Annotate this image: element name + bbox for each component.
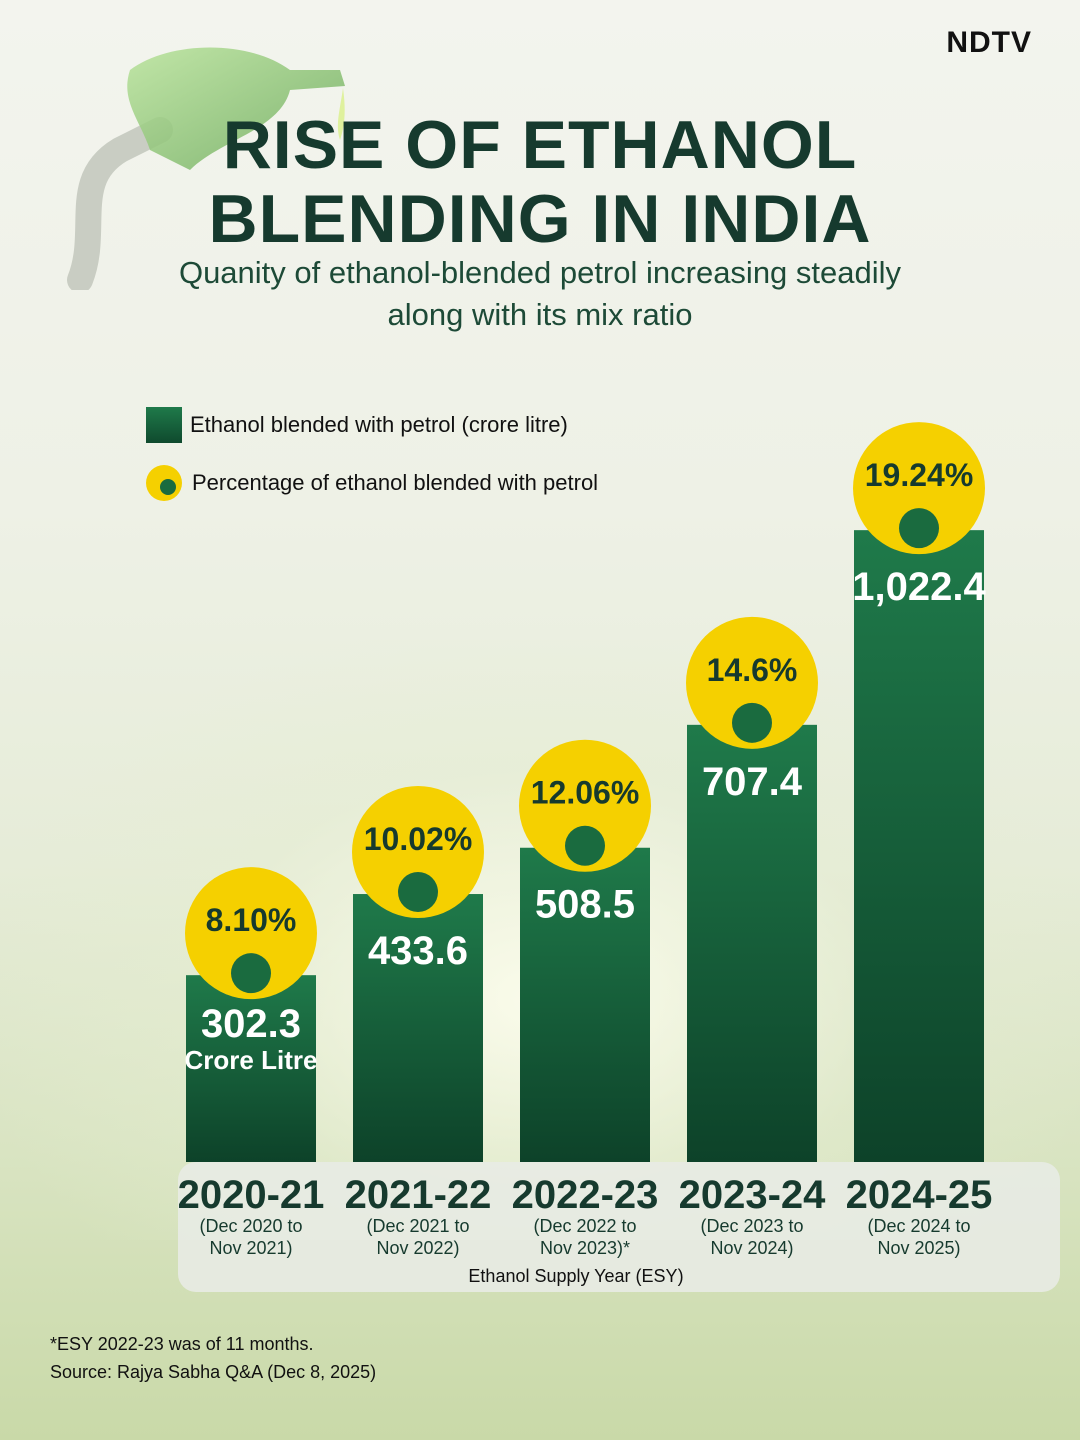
chart-legend: Ethanol blended with petrol (crore litre… [146,404,598,520]
percentage-dot-2020-21 [231,953,271,994]
subtitle-line-1: Quanity of ethanol-blended petrol increa… [178,255,902,290]
year-range-line2-2024-25: Nov 2025) [877,1238,960,1258]
year-range-line1-2020-21: (Dec 2020 to [199,1216,302,1236]
legend-dot-label: Percentage of ethanol blended with petro… [192,470,599,495]
percentage-label-2023-24: 14.6% [707,652,798,688]
page-title: RISE OF ETHANOL BLENDING IN INDIA [0,108,1080,256]
year-range-line2-2021-22: Nov 2022) [376,1238,459,1258]
legend-circle-icon [146,465,182,501]
title-line-1: RISE OF ETHANOL [222,107,858,183]
year-range-line2-2022-23: Nov 2023)* [540,1238,630,1258]
legend-bar-swatch [146,407,182,443]
percentage-dot-2021-22 [398,872,438,913]
percentage-circle-2023-24 [686,616,818,749]
page-subtitle: Quanity of ethanol-blended petrol increa… [100,252,980,336]
footnote-note: *ESY 2022-23 was of 11 months. [50,1334,314,1354]
legend-bar-label: Ethanol blended with petrol (crore litre… [190,412,568,437]
bar-value-label-2021-22: 433.6 [368,929,468,973]
year-label-2022-23: 2022-23 [512,1173,659,1217]
year-range-line1-2022-23: (Dec 2022 to [533,1216,636,1236]
title-line-2: BLENDING IN INDIA [208,181,872,257]
year-label-2020-21: 2020-21 [178,1173,325,1217]
year-label-2024-25: 2024-25 [846,1173,993,1217]
percentage-circle-2022-23 [519,739,651,872]
percentage-circle-2024-25 [853,422,985,555]
bar-value-label-2022-23: 508.5 [535,883,635,927]
year-range-line1-2024-25: (Dec 2024 to [867,1216,970,1236]
percentage-label-2022-23: 12.06% [531,775,640,811]
bar-2023-24 [687,724,817,1162]
percentage-label-2021-22: 10.02% [364,821,473,857]
bar-2021-22 [353,894,483,1162]
x-axis-band [178,1162,1060,1292]
bar-2024-25 [854,530,984,1162]
x-axis-title: Ethanol Supply Year (ESY) [468,1266,683,1286]
percentage-dot-2022-23 [565,825,605,866]
ndtv-logo: NDTV [946,26,1032,59]
bar-value-label-2024-25: 1,022.4 [852,565,986,609]
bar-2020-21 [186,975,316,1162]
bar-value-label-2020-21: 302.3 [201,1002,301,1046]
year-label-2021-22: 2021-22 [345,1173,492,1217]
bar-2022-23 [520,847,650,1162]
year-range-line1-2021-22: (Dec 2021 to [366,1216,469,1236]
percentage-circle-2020-21 [185,867,317,1000]
bar-value-label-2023-24: 707.4 [702,760,803,804]
percentage-label-2020-21: 8.10% [206,902,297,938]
legend-item-percentage: Percentage of ethanol blended with petro… [146,462,598,504]
footnote: *ESY 2022-23 was of 11 months. Source: R… [50,1330,376,1386]
bar-unit-label: Crore Litre [185,1045,318,1075]
percentage-dot-2023-24 [732,702,772,743]
footnote-source: Source: Rajya Sabha Q&A (Dec 8, 2025) [50,1362,377,1382]
year-range-line2-2020-21: Nov 2021) [209,1238,292,1258]
year-range-line1-2023-24: (Dec 2023 to [700,1216,803,1236]
percentage-label-2024-25: 19.24% [865,457,974,493]
percentage-dot-2024-25 [899,508,939,549]
year-range-line2-2023-24: Nov 2024) [710,1238,793,1258]
legend-item-bars: Ethanol blended with petrol (crore litre… [146,404,598,446]
percentage-circle-2021-22 [352,786,484,919]
fuel-nozzle-icon [67,47,346,290]
subtitle-line-2: along with its mix ratio [387,297,693,332]
year-label-2023-24: 2023-24 [679,1173,827,1217]
